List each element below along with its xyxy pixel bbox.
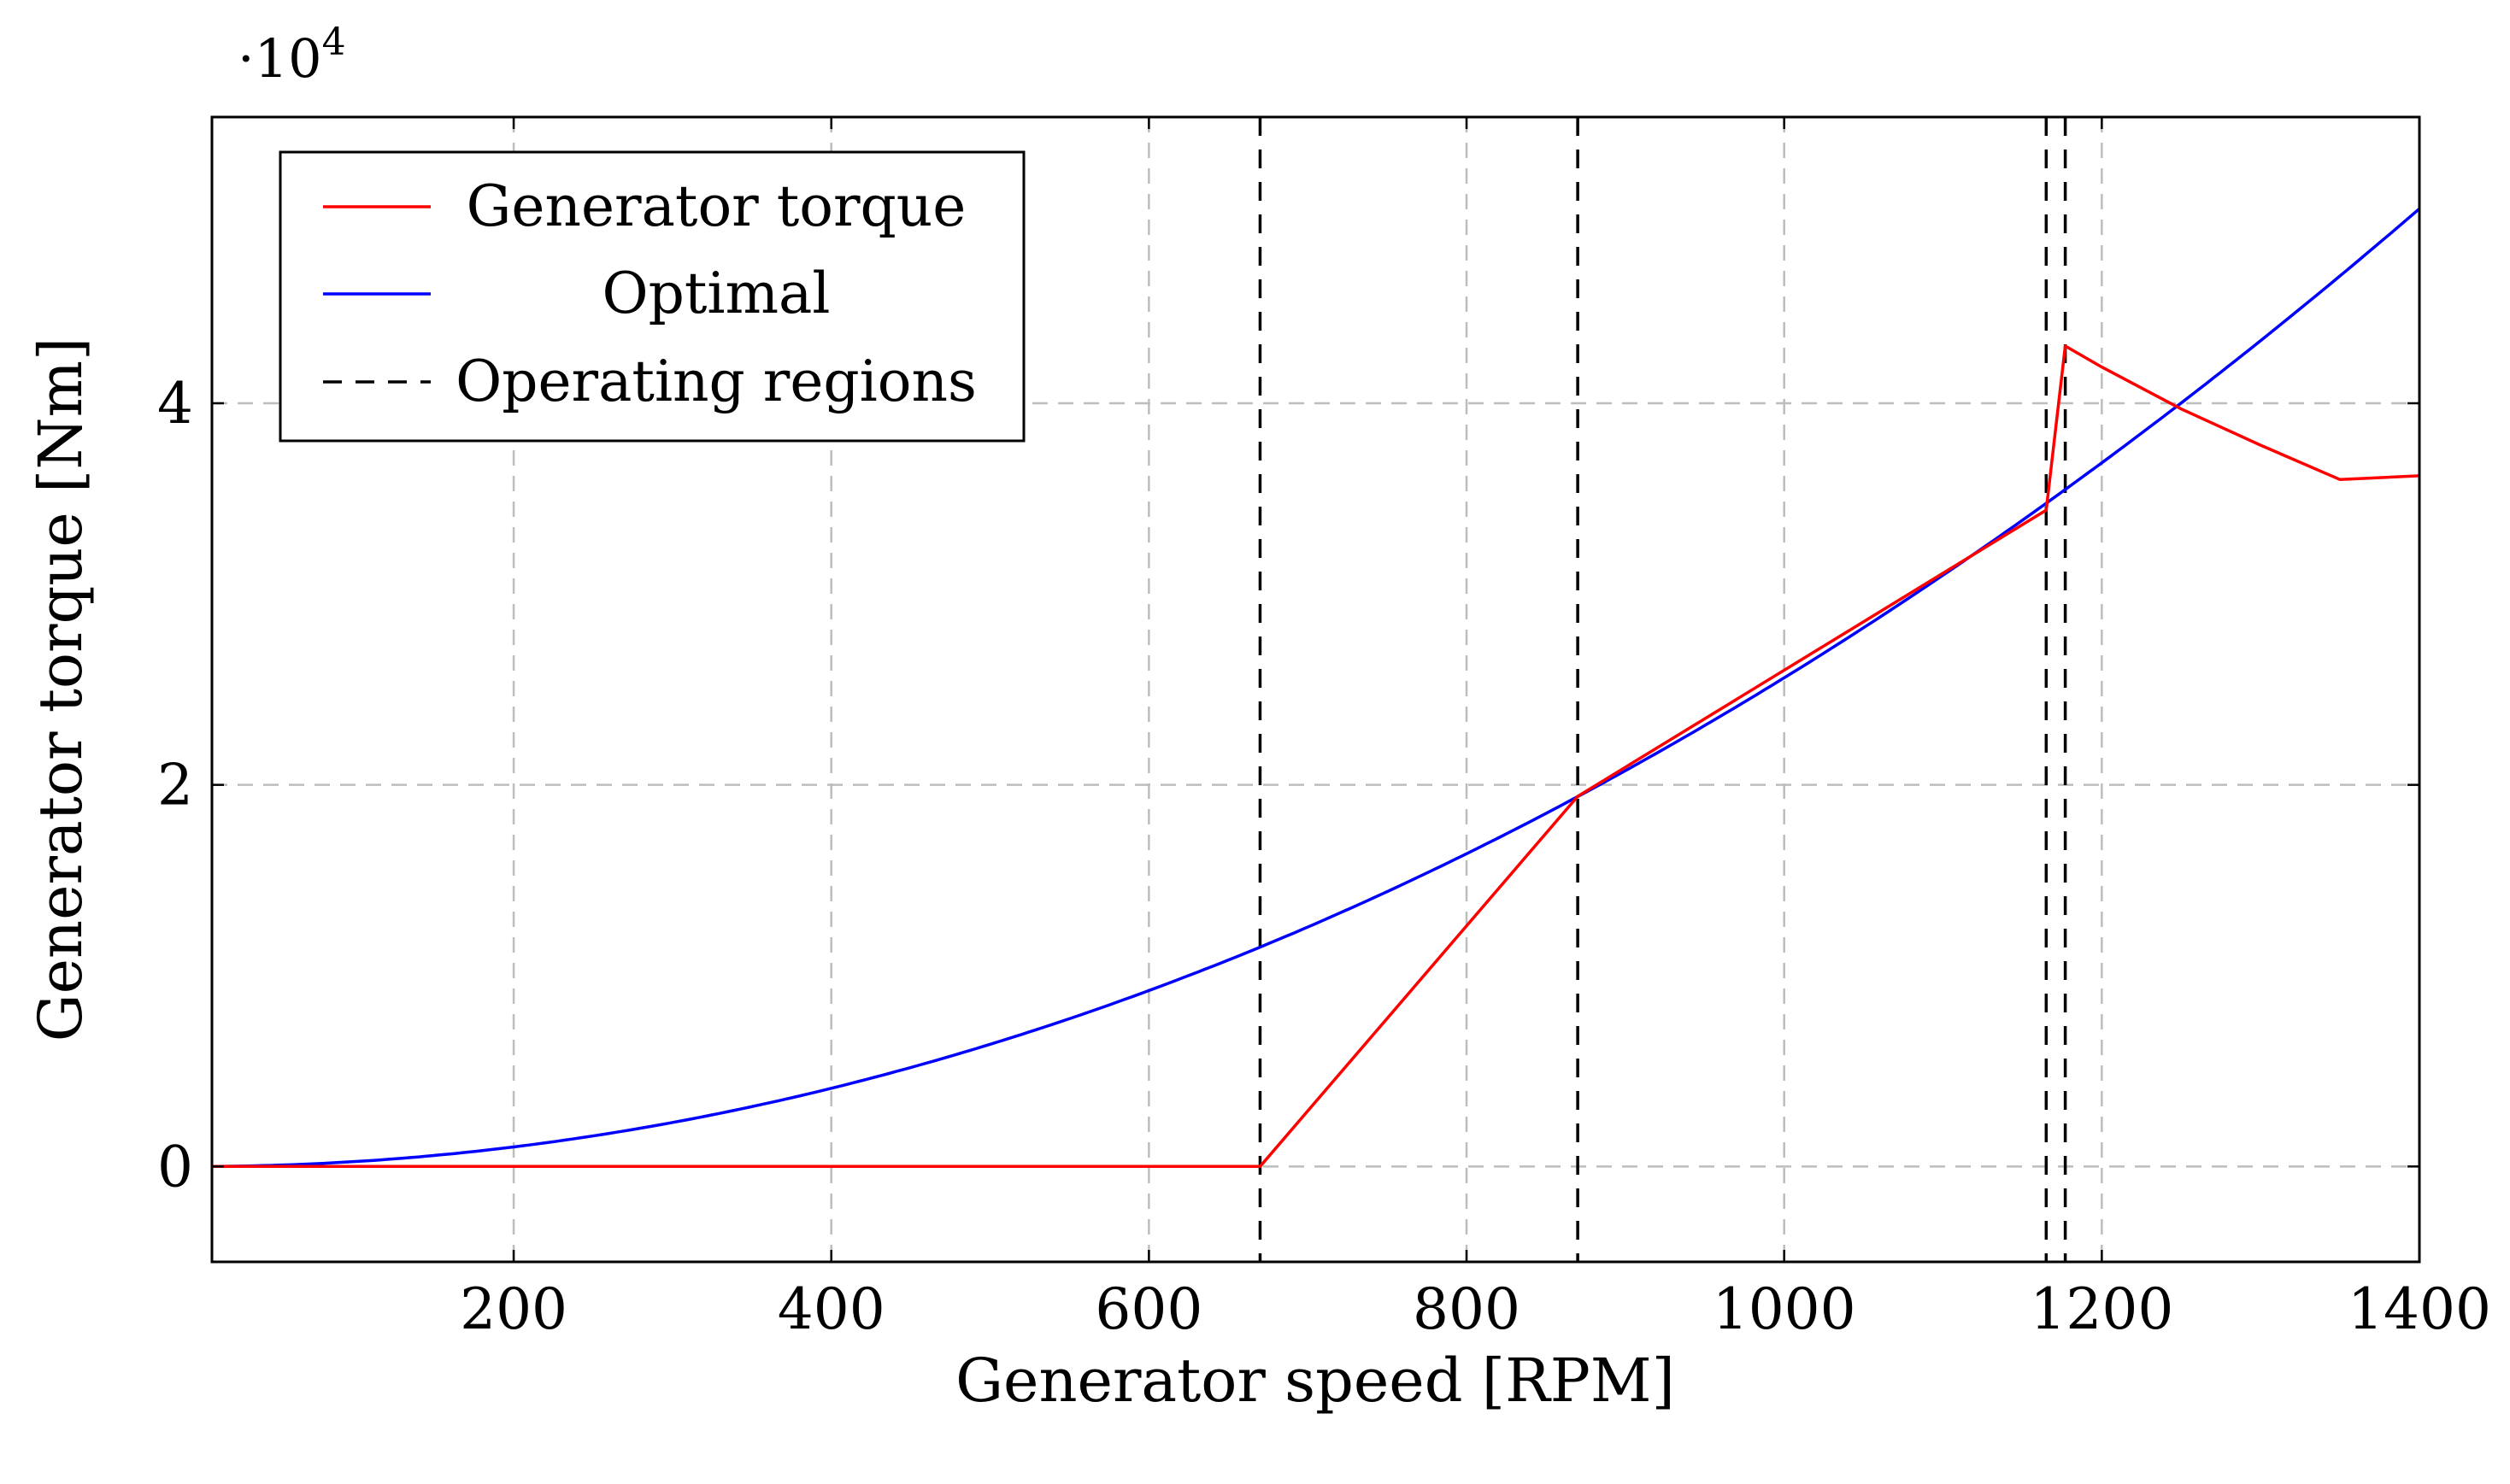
x-tick-label: 1200	[2030, 1276, 2173, 1342]
optimal-line	[211, 207, 2421, 1169]
y-tick-label: 0	[157, 1134, 193, 1200]
legend-label-optimal: Optimal	[602, 261, 830, 326]
y-axis-label: Generator torque [Nm]	[26, 337, 96, 1042]
tick-layer: 200 400 600 800 1000 1200 1400 0 2 4	[157, 117, 2491, 1342]
y-scale-base: 10	[255, 27, 322, 90]
series-layer	[211, 207, 2421, 1169]
x-tick-label: 200	[460, 1276, 567, 1342]
y-tick-label: 2	[157, 753, 193, 818]
x-tick-label: 1000	[1713, 1276, 1856, 1342]
legend-label-generator-torque: Generator torque	[467, 173, 967, 239]
y-tick-label: 4	[157, 371, 193, 437]
x-tick-label: 400	[778, 1276, 885, 1342]
y-scale-factor: ·104	[238, 21, 346, 90]
y-scale-exponent: 4	[322, 21, 346, 64]
legend-box	[279, 150, 1026, 443]
generator-torque-line	[212, 344, 2420, 1169]
legend-label-operating-regions: Operating regions	[456, 349, 977, 414]
x-axis-label: Generator speed [RPM]	[955, 1346, 1675, 1416]
legend: Generator torque Optimal Operating regio…	[279, 150, 1026, 443]
x-tick-label: 1400	[2348, 1276, 2491, 1342]
operating-regions-layer	[1258, 117, 2067, 1262]
x-tick-label: 800	[1413, 1276, 1520, 1342]
plot-frame	[210, 115, 2421, 1264]
y-scale-prefix: ·	[238, 27, 255, 90]
x-tick-label: 600	[1095, 1276, 1202, 1342]
